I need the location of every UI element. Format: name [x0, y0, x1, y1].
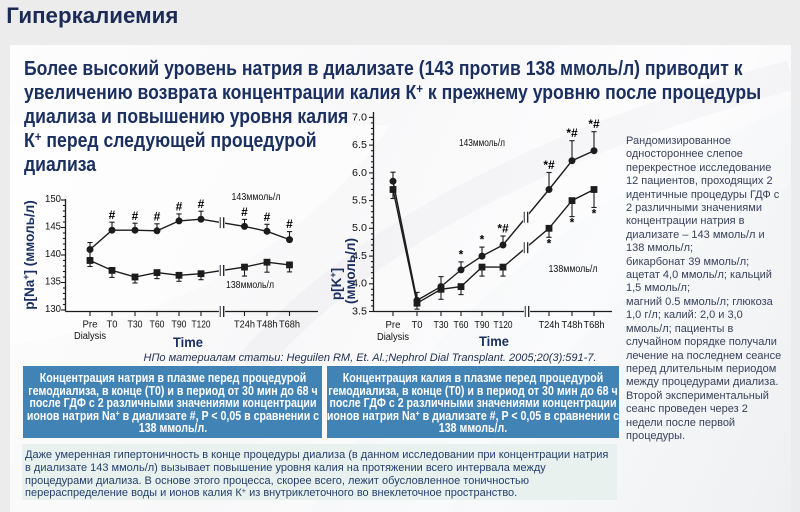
svg-text:T90: T90: [172, 320, 187, 331]
svg-text:135: 135: [45, 277, 61, 288]
svg-text:(ммоль/л): (ммоль/л): [343, 238, 358, 304]
svg-text:T68h: T68h: [584, 320, 605, 331]
svg-text:T30: T30: [434, 320, 449, 331]
svg-text:6.0: 6.0: [352, 168, 367, 179]
svg-text:5.5: 5.5: [352, 196, 367, 207]
svg-text:*: *: [459, 247, 464, 261]
svg-text:3.5: 3.5: [352, 306, 367, 317]
svg-text:*: *: [480, 233, 485, 247]
svg-text:*: *: [547, 236, 552, 250]
svg-text:*#: *#: [543, 158, 555, 172]
svg-text:Pre: Pre: [386, 320, 401, 331]
svg-text:T90: T90: [475, 320, 490, 331]
svg-text:145: 145: [45, 222, 61, 233]
svg-text:p[Na+] (ммоль/л): p[Na+] (ммоль/л): [21, 200, 37, 309]
svg-text:Dialysis: Dialysis: [74, 331, 106, 342]
svg-text:143ммоль/л: 143ммоль/л: [459, 138, 505, 149]
svg-text:6.5: 6.5: [352, 140, 367, 151]
svg-text:Dialysis: Dialysis: [377, 332, 409, 343]
svg-text:#: #: [154, 209, 161, 223]
svg-text:T48h: T48h: [562, 320, 583, 331]
svg-text:5.0: 5.0: [352, 223, 367, 234]
svg-text:7.0: 7.0: [352, 112, 367, 123]
svg-text:T120: T120: [192, 320, 211, 331]
svg-text:#: #: [109, 208, 116, 222]
svg-text:T68h: T68h: [279, 320, 300, 331]
svg-text:T120: T120: [494, 320, 513, 331]
svg-text:130: 130: [45, 304, 61, 315]
svg-text:T60: T60: [454, 320, 469, 331]
svg-text:p[K+]: p[K+]: [328, 268, 344, 300]
svg-text:#: #: [264, 210, 271, 224]
svg-text:4.0: 4.0: [352, 279, 367, 290]
svg-text:#: #: [132, 209, 139, 223]
svg-text:#: #: [241, 205, 248, 219]
svg-text:T0: T0: [412, 320, 423, 331]
svg-text:T24h: T24h: [539, 320, 560, 331]
svg-text:*: *: [570, 216, 575, 230]
svg-text:#: #: [176, 199, 183, 213]
svg-text:T60: T60: [150, 320, 165, 331]
svg-text:140: 140: [45, 249, 61, 260]
svg-text:*: *: [592, 207, 597, 221]
svg-text:*#: *#: [588, 117, 600, 131]
svg-text:138ммоль/л: 138ммоль/л: [549, 264, 598, 275]
svg-text:150: 150: [45, 194, 61, 205]
svg-text:Time: Time: [173, 334, 203, 350]
svg-text:T0: T0: [107, 320, 118, 331]
svg-text:T30: T30: [128, 320, 143, 331]
svg-text:T48h: T48h: [257, 320, 278, 331]
svg-text:143ммоль/л: 143ммоль/л: [232, 192, 281, 203]
svg-text:*#: *#: [566, 126, 578, 140]
svg-text:4.5: 4.5: [352, 251, 367, 262]
svg-text:T24h: T24h: [234, 320, 255, 331]
svg-text:Pre: Pre: [83, 320, 98, 331]
svg-text:138ммоль/л: 138ммоль/л: [226, 280, 274, 291]
svg-text:#: #: [198, 197, 205, 211]
svg-text:*#: *#: [497, 222, 509, 236]
svg-text:#: #: [286, 217, 293, 231]
svg-text:Time: Time: [479, 333, 509, 349]
